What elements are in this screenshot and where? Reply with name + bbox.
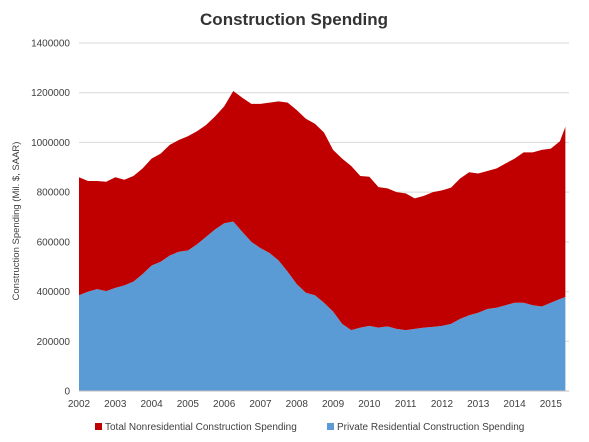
- x-tick-label: 2011: [395, 399, 417, 410]
- legend-swatch-residential: [327, 423, 334, 430]
- y-tick-label: 800000: [37, 188, 71, 199]
- legend-swatch-nonresidential: [95, 423, 102, 430]
- y-tick-label: 0: [64, 387, 70, 398]
- y-tick-label: 600000: [37, 237, 71, 248]
- legend-label-residential: Private Residential Construction Spendin…: [337, 422, 524, 433]
- chart-title: Construction Spending: [200, 10, 388, 29]
- x-tick-label: 2005: [177, 399, 200, 410]
- x-tick-label: 2006: [213, 399, 236, 410]
- y-tick-label: 200000: [37, 337, 71, 348]
- y-axis-label: Construction Spending (Mil. $, SAAR): [11, 142, 22, 301]
- x-tick-label: 2009: [322, 399, 345, 410]
- legend: Total Nonresidential Construction Spendi…: [95, 422, 524, 433]
- x-tick-label: 2015: [540, 399, 563, 410]
- x-tick-label: 2004: [140, 399, 163, 410]
- x-tick-labels: 2002 2003 2004 2005 2006 2007 2008 2009 2010 2011…: [68, 399, 563, 410]
- y-tick-label: 1400000: [31, 39, 70, 50]
- x-tick-label: 2008: [286, 399, 309, 410]
- x-tick-label: 2002: [68, 399, 91, 410]
- x-tick-label: 2003: [104, 399, 127, 410]
- x-tick-label: 2007: [249, 399, 272, 410]
- x-tick-label: 2010: [358, 399, 381, 410]
- y-tick-label: 400000: [37, 287, 71, 298]
- legend-label-nonresidential: Total Nonresidential Construction Spendi…: [105, 422, 297, 433]
- y-tick-label: 1200000: [31, 88, 70, 99]
- plot-areas: [79, 90, 566, 391]
- x-tick-label: 2014: [503, 399, 526, 410]
- y-tick-labels: 0 200000 400000 600000 800000 1000000 1200000 1…: [31, 39, 70, 398]
- area-total-nonresidential: [79, 90, 566, 331]
- y-tick-label: 1000000: [31, 138, 70, 149]
- x-tick-label: 2013: [467, 399, 490, 410]
- x-tick-label: 2012: [431, 399, 454, 410]
- area-private-residential: [79, 221, 566, 391]
